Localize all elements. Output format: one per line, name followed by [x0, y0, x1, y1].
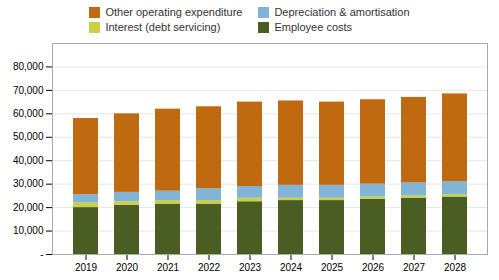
svg-text:2025: 2025: [321, 262, 344, 273]
svg-text:50,000: 50,000: [13, 131, 44, 142]
html-text:Depreciation & amortisation: Depreciation & amortisation: [274, 6, 410, 18]
svg-text:2024: 2024: [280, 262, 303, 273]
svg-text:2026: 2026: [362, 262, 385, 273]
html-text:Interest (debt servicing): Interest (debt servicing): [105, 21, 221, 33]
svg-text:80,000: 80,000: [13, 61, 44, 72]
svg-text:40,000: 40,000: [13, 155, 44, 166]
svg-text:2028: 2028: [444, 262, 467, 273]
svg-text:2019: 2019: [75, 262, 98, 273]
svg-text:30,000: 30,000: [13, 178, 44, 189]
svg-text:2023: 2023: [239, 262, 262, 273]
svg-text:10,000: 10,000: [13, 225, 44, 236]
svg-text:2020: 2020: [116, 262, 139, 273]
svg-text:2021: 2021: [157, 262, 180, 273]
svg-text:2027: 2027: [403, 262, 426, 273]
svg-text:-: -: [40, 249, 43, 260]
svg-text:2022: 2022: [198, 262, 221, 273]
svg-text:70,000: 70,000: [13, 85, 44, 96]
svg-text:20,000: 20,000: [13, 202, 44, 213]
svg-text:60,000: 60,000: [13, 108, 44, 119]
html-text:Other operating expenditure: Other operating expenditure: [105, 6, 243, 18]
html-text:Employee costs: Employee costs: [274, 21, 353, 33]
